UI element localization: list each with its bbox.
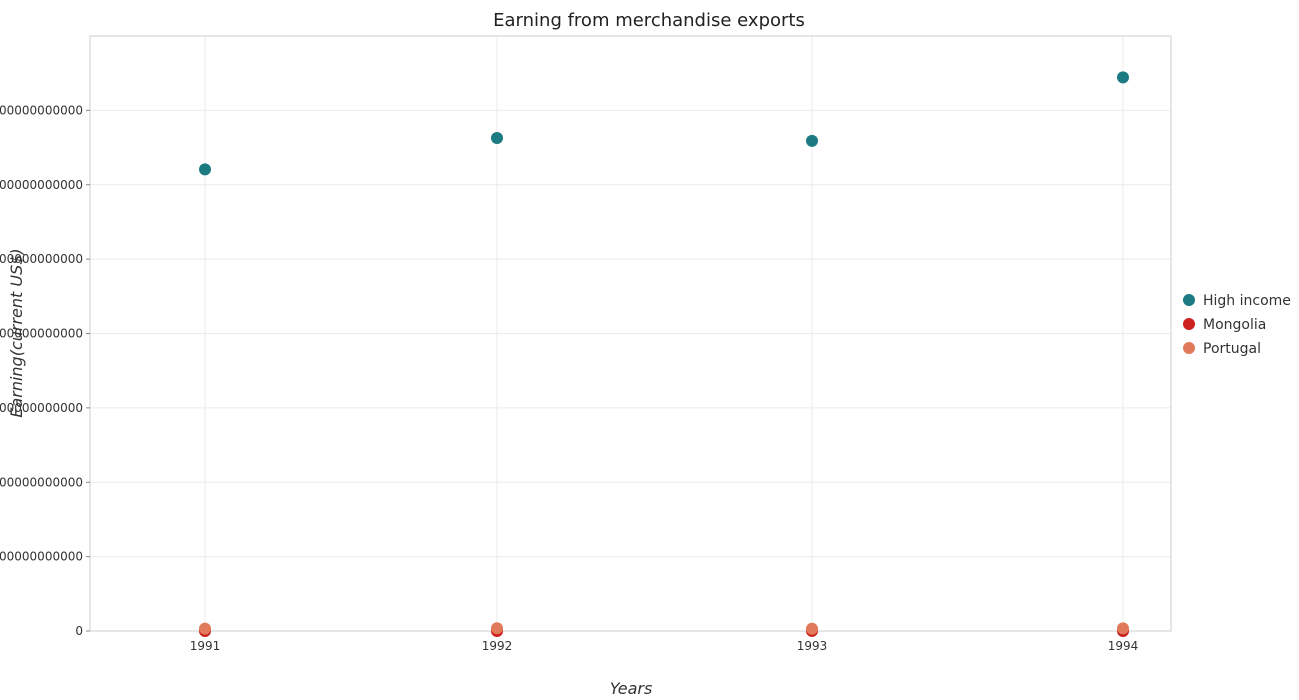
y-axis-ticks: 0 500000000000 1000000000000 1500000000000 2… <box>0 103 90 638</box>
data-point <box>1117 622 1129 635</box>
y-tick-label: 3000000000000 <box>0 178 83 192</box>
y-tick-label: 0 <box>75 624 83 638</box>
data-points <box>199 71 1129 637</box>
x-tick-label: 1993 <box>797 639 828 653</box>
y-tick-label: 1000000000000 <box>0 475 83 489</box>
x-axis-label: Years <box>610 679 653 698</box>
x-tick-label: 1991 <box>190 639 221 653</box>
legend-marker <box>1183 342 1195 354</box>
legend: High income Mongolia Portugal <box>1183 293 1291 357</box>
data-point <box>199 163 211 176</box>
y-tick-label: 2500000000000 <box>0 252 83 266</box>
legend-marker <box>1183 318 1195 330</box>
y-tick-label: 500000000000 <box>0 550 83 564</box>
chart-title: Earning from merchandise exports <box>493 10 805 31</box>
data-point <box>199 622 211 635</box>
data-point <box>806 134 818 147</box>
y-tick-label: 1500000000000 <box>0 401 83 415</box>
y-axis-label: Earning(current US$) <box>7 248 26 417</box>
y-tick-label: 3500000000000 <box>0 103 83 117</box>
data-point <box>491 132 503 145</box>
data-point <box>491 622 503 635</box>
legend-label: High income <box>1203 293 1291 309</box>
data-point <box>806 622 818 635</box>
grid <box>90 36 1171 632</box>
x-tick-label: 1994 <box>1108 639 1139 653</box>
data-point <box>1117 71 1129 84</box>
legend-marker <box>1183 294 1195 306</box>
x-tick-label: 1992 <box>482 639 513 653</box>
legend-label: Mongolia <box>1203 317 1266 333</box>
x-axis-ticks: 1991 1992 1993 1994 <box>190 631 1139 653</box>
legend-label: Portugal <box>1203 341 1261 357</box>
y-tick-label: 2000000000000 <box>0 327 83 341</box>
